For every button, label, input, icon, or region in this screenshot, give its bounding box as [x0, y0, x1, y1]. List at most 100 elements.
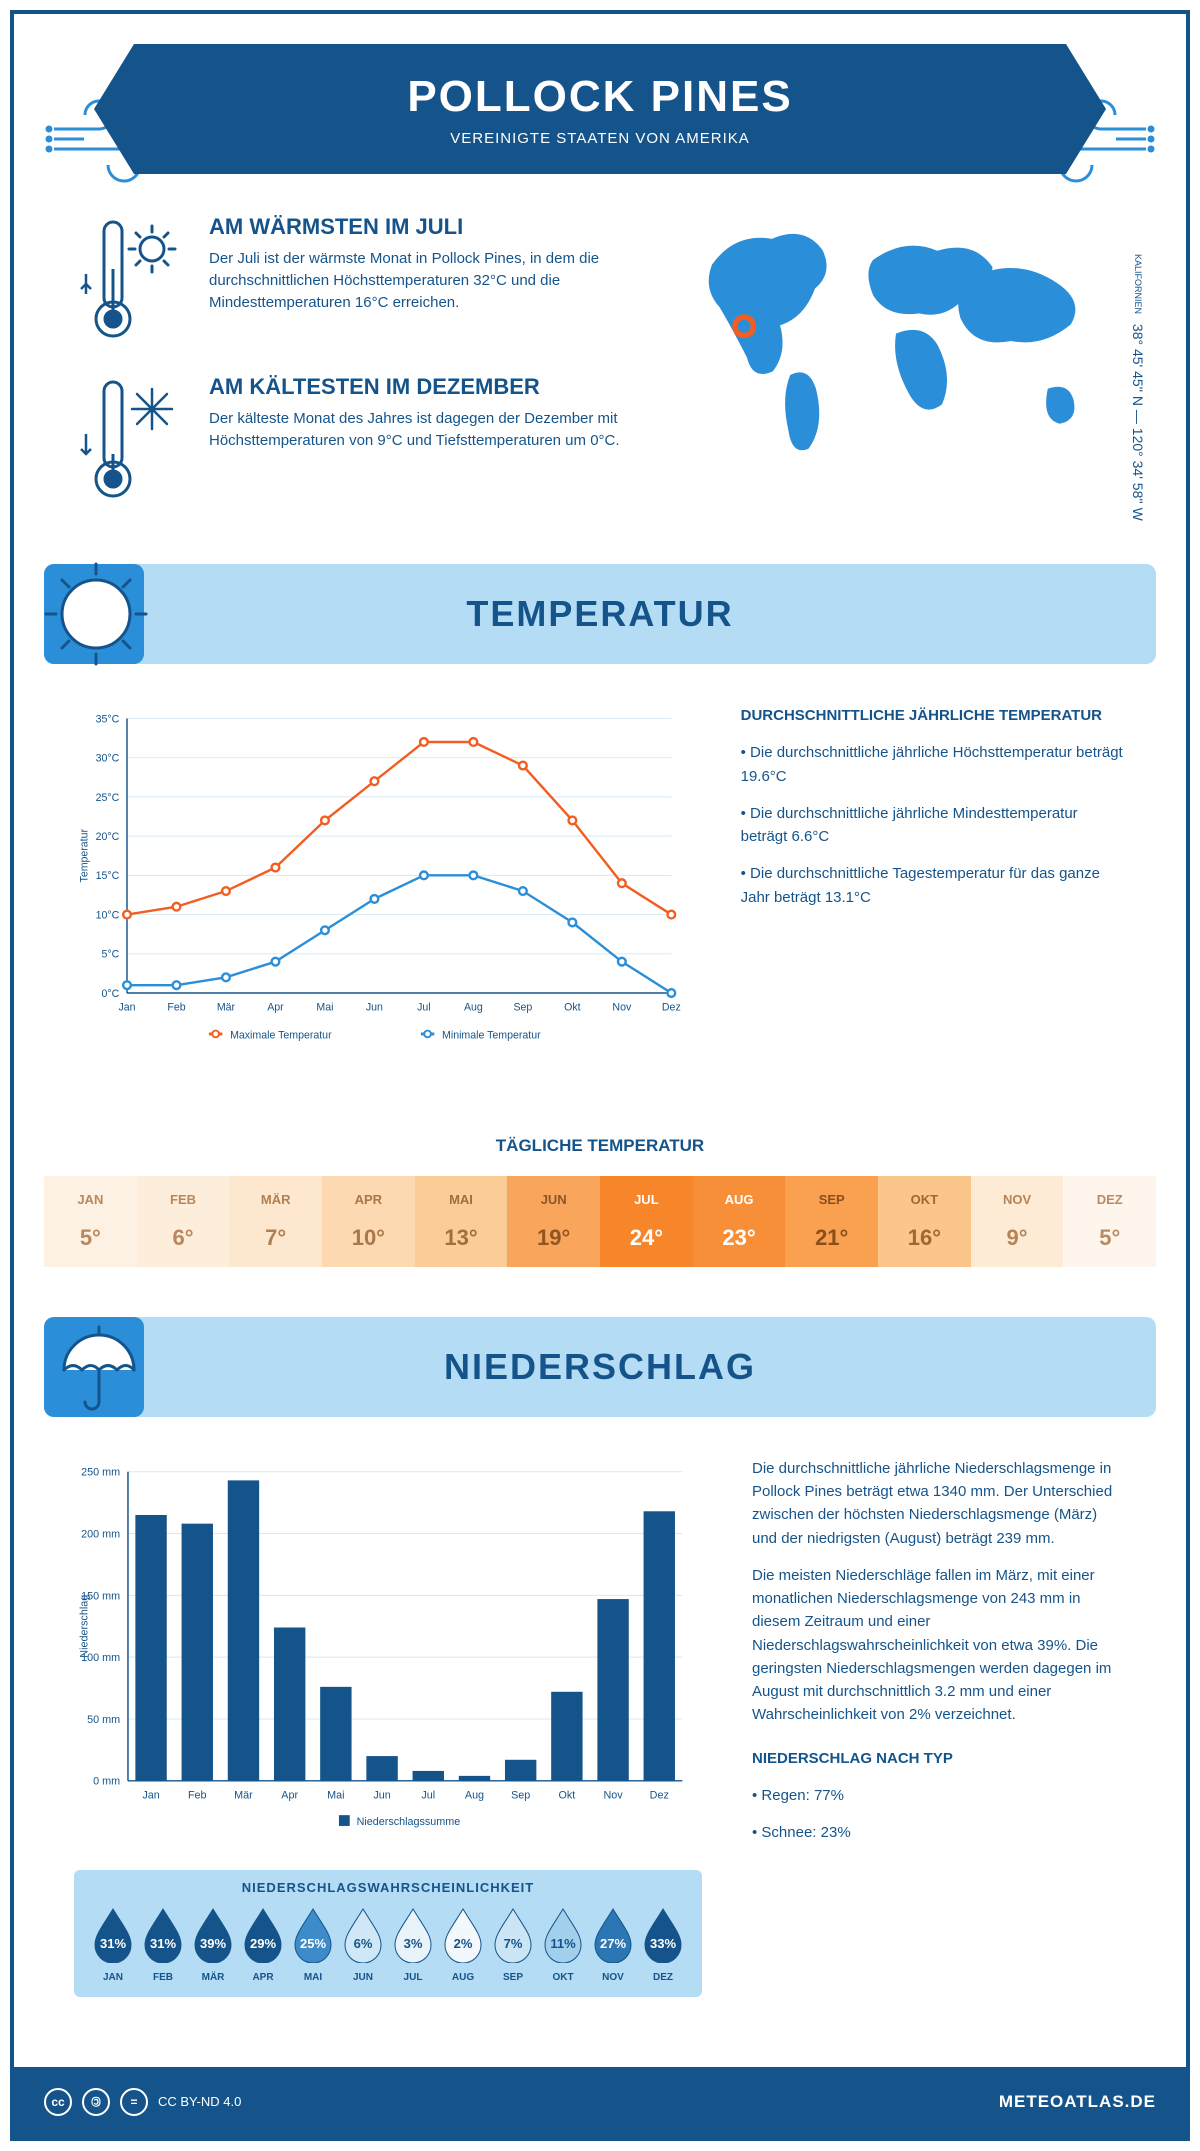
drop-cell: 31% JAN	[88, 1905, 138, 1983]
location-title: POLLOCK PINES	[407, 72, 792, 122]
svg-text:6%: 6%	[354, 1936, 373, 1951]
coldest-title: AM KÄLTESTEN IM DEZEMBER	[209, 374, 626, 400]
svg-text:25°C: 25°C	[96, 792, 120, 804]
svg-text:15°C: 15°C	[96, 870, 120, 882]
svg-text:39%: 39%	[200, 1936, 226, 1951]
drop-cell: 11% OKT	[538, 1905, 588, 1983]
coldest-block: AM KÄLTESTEN IM DEZEMBER Der kälteste Mo…	[74, 374, 626, 504]
svg-text:35°C: 35°C	[96, 713, 120, 725]
coordinates: KALIFORNIEN 38° 45' 45'' N — 120° 34' 58…	[1130, 254, 1146, 521]
svg-text:Niederschlagssumme: Niederschlagssumme	[357, 1816, 461, 1828]
cc-icon: cc	[44, 2088, 72, 2116]
svg-text:11%: 11%	[550, 1936, 576, 1951]
svg-text:Mai: Mai	[316, 1001, 333, 1013]
svg-text:0°C: 0°C	[102, 988, 120, 1000]
svg-text:31%: 31%	[150, 1936, 176, 1951]
daily-temp-grid: JAN5°FEB6°MÄR7°APR10°MAI13°JUN19°JUL24°A…	[44, 1176, 1156, 1267]
drop-cell: 29% APR	[238, 1905, 288, 1983]
daily-cell: MÄR7°	[229, 1176, 322, 1267]
svg-text:Aug: Aug	[465, 1789, 484, 1801]
svg-text:Maximale Temperatur: Maximale Temperatur	[230, 1029, 332, 1041]
svg-text:250 mm: 250 mm	[81, 1466, 120, 1478]
svg-text:25%: 25%	[300, 1936, 326, 1951]
drop-cell: 33% DEZ	[638, 1905, 688, 1983]
daily-cell: JUL24°	[600, 1176, 693, 1267]
site-name: METEOATLAS.DE	[999, 2092, 1156, 2112]
svg-text:30°C: 30°C	[96, 753, 120, 765]
section-precipitation: NIEDERSCHLAG	[44, 1317, 1156, 1417]
svg-text:27%: 27%	[600, 1936, 626, 1951]
umbrella-icon	[44, 1302, 174, 1432]
coldest-text: Der kälteste Monat des Jahres ist dagege…	[209, 408, 626, 452]
daily-cell: SEP21°	[785, 1176, 878, 1267]
svg-text:Jul: Jul	[421, 1789, 435, 1801]
daily-cell: AUG23°	[693, 1176, 786, 1267]
section-temperature: TEMPERATUR	[44, 564, 1156, 664]
svg-text:Dez: Dez	[662, 1001, 681, 1013]
svg-text:31%: 31%	[100, 1936, 126, 1951]
daily-cell: APR10°	[322, 1176, 415, 1267]
location-subtitle: VEREINIGTE STAATEN VON AMERIKA	[450, 130, 750, 147]
svg-text:Feb: Feb	[188, 1789, 207, 1801]
daily-cell: NOV9°	[971, 1176, 1064, 1267]
daily-cell: FEB6°	[137, 1176, 230, 1267]
svg-text:5°C: 5°C	[102, 949, 120, 961]
temperature-line-chart: 0°C 5°C 10°C 15°C 20°C 25°C 30°C 35°C Jan Feb Mär A…	[74, 704, 691, 1051]
daily-cell: JUN19°	[507, 1176, 600, 1267]
sun-icon	[44, 549, 174, 679]
daily-cell: OKT16°	[878, 1176, 971, 1267]
drop-cell: 25% MAI	[288, 1905, 338, 1983]
precipitation-bar-chart: 0 mm50 mm100 mm150 mm200 mm250 mmJanFebM…	[74, 1457, 702, 1840]
header-banner: POLLOCK PINES VEREINIGTE STAATEN VON AME…	[134, 44, 1066, 174]
footer: cc 🄯 = CC BY-ND 4.0 METEOATLAS.DE	[14, 2067, 1186, 2137]
svg-text:10°C: 10°C	[96, 909, 120, 921]
drop-cell: 6% JUN	[338, 1905, 388, 1983]
by-icon: 🄯	[82, 2088, 110, 2116]
drop-cell: 2% AUG	[438, 1905, 488, 1983]
daily-cell: JAN5°	[44, 1176, 137, 1267]
svg-text:Sep: Sep	[513, 1001, 532, 1013]
svg-text:Sep: Sep	[511, 1789, 530, 1801]
svg-text:Mär: Mär	[217, 1001, 236, 1013]
svg-text:Jan: Jan	[118, 1001, 135, 1013]
svg-text:Nov: Nov	[603, 1789, 623, 1801]
svg-text:Okt: Okt	[558, 1789, 575, 1801]
svg-text:Aug: Aug	[464, 1001, 483, 1013]
precipitation-probability: NIEDERSCHLAGSWAHRSCHEINLICHKEIT 31% JAN …	[74, 1870, 702, 1997]
drop-cell: 7% SEP	[488, 1905, 538, 1983]
svg-text:3%: 3%	[404, 1936, 423, 1951]
svg-text:Jan: Jan	[142, 1789, 159, 1801]
thermometer-cold-icon	[74, 374, 184, 504]
precipitation-info: Die durchschnittliche jährliche Niedersc…	[752, 1457, 1126, 1997]
svg-text:50 mm: 50 mm	[87, 1714, 120, 1726]
svg-text:2%: 2%	[454, 1936, 473, 1951]
svg-text:Apr: Apr	[267, 1001, 284, 1013]
svg-text:7%: 7%	[504, 1936, 523, 1951]
svg-text:20°C: 20°C	[96, 831, 120, 843]
warmest-text: Der Juli ist der wärmste Monat in Polloc…	[209, 248, 626, 313]
svg-text:Mai: Mai	[327, 1789, 344, 1801]
drop-cell: 31% FEB	[138, 1905, 188, 1983]
svg-text:29%: 29%	[250, 1936, 276, 1951]
svg-text:Temperatur: Temperatur	[79, 829, 91, 883]
daily-cell: MAI13°	[415, 1176, 508, 1267]
thermometer-hot-icon	[74, 214, 184, 344]
warmest-title: AM WÄRMSTEN IM JULI	[209, 214, 626, 240]
svg-text:Mär: Mär	[234, 1789, 253, 1801]
temperature-info: DURCHSCHNITTLICHE JÄHRLICHE TEMPERATUR •…	[741, 704, 1126, 1056]
svg-text:Apr: Apr	[281, 1789, 298, 1801]
svg-text:Jun: Jun	[373, 1789, 390, 1801]
nd-icon: =	[120, 2088, 148, 2116]
svg-text:Okt: Okt	[564, 1001, 581, 1013]
world-map: KALIFORNIEN 38° 45' 45'' N — 120° 34' 58…	[666, 214, 1126, 534]
svg-text:Jul: Jul	[417, 1001, 431, 1013]
daily-cell: DEZ5°	[1063, 1176, 1156, 1267]
svg-text:33%: 33%	[650, 1936, 676, 1951]
svg-text:Minimale Temperatur: Minimale Temperatur	[442, 1029, 541, 1041]
drop-cell: 39% MÄR	[188, 1905, 238, 1983]
svg-text:Nov: Nov	[612, 1001, 632, 1013]
svg-text:Niederschlag: Niederschlag	[79, 1595, 91, 1658]
drop-cell: 3% JUL	[388, 1905, 438, 1983]
svg-text:Feb: Feb	[167, 1001, 185, 1013]
svg-text:0 mm: 0 mm	[93, 1776, 120, 1788]
